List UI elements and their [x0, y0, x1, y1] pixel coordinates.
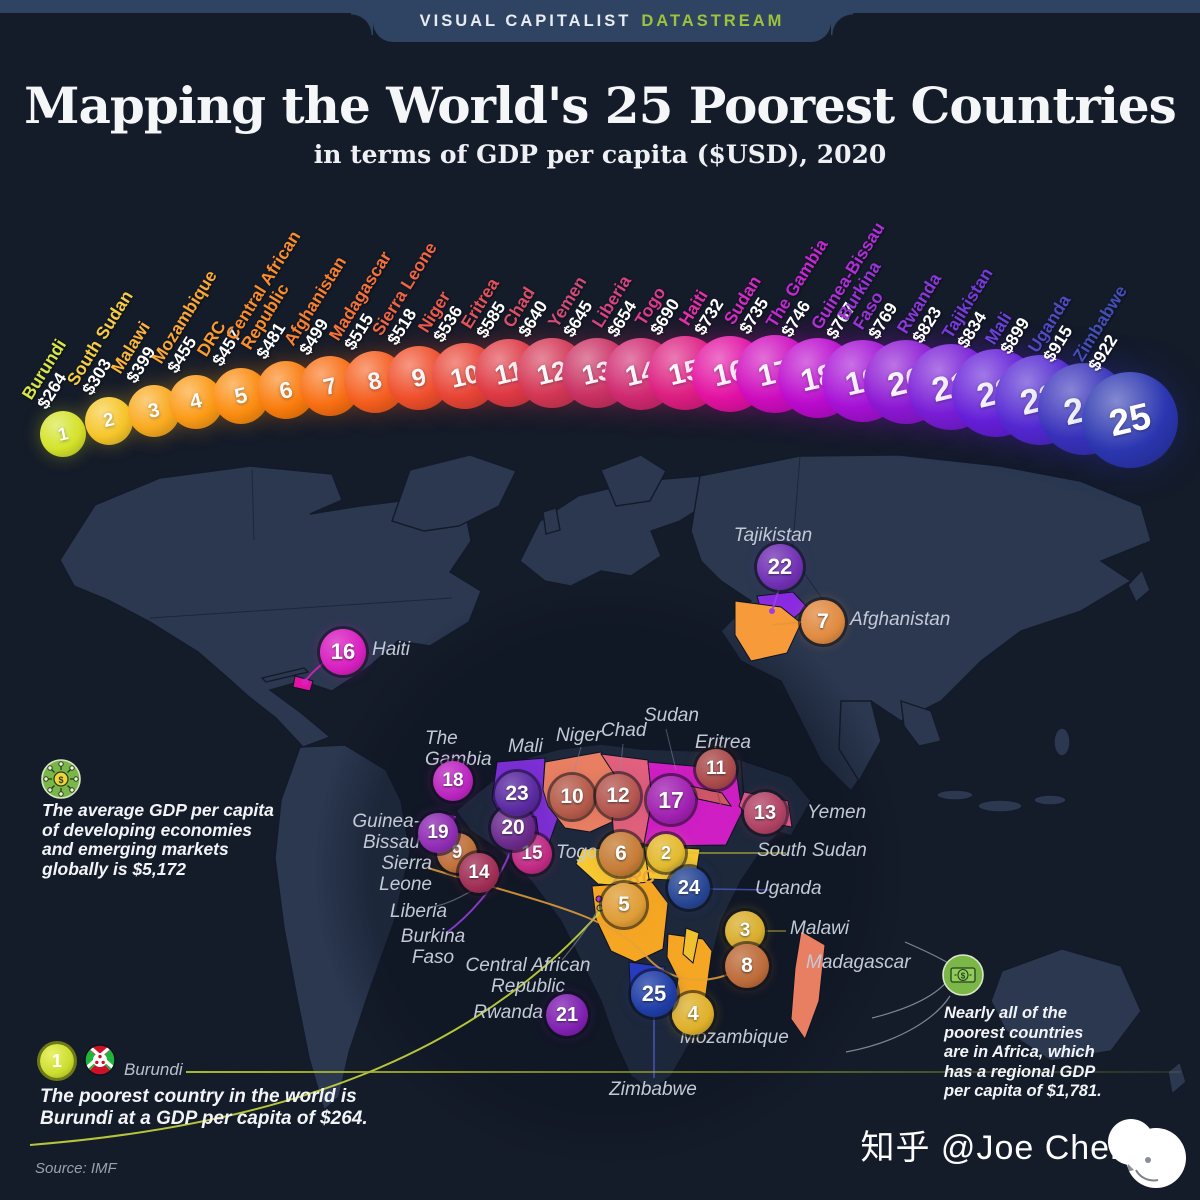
- map-label-central-african-republic: Central African Republic: [465, 955, 591, 997]
- world-map: [29, 454, 1187, 1170]
- map-marker-mozambique: 4: [672, 993, 714, 1035]
- map-label-liberia: Liberia: [390, 901, 448, 922]
- map-marker-chad: 12: [596, 774, 640, 818]
- callout-right-line3: are in Africa, which: [944, 1043, 1095, 1061]
- callout-burundi-line1: The poorest country in the world is: [40, 1086, 357, 1107]
- rank-1-number: 1: [51, 1050, 62, 1071]
- source-note: Source: IMF: [35, 1160, 117, 1177]
- callout-left-line3: and emerging markets: [42, 839, 229, 859]
- map-label-chad: Chad: [601, 720, 647, 741]
- tab-wing-left: [351, 13, 373, 35]
- map-marker-zimbabwe: 25: [631, 971, 677, 1017]
- map-marker-sudan: 17: [647, 776, 695, 824]
- callout-right-line4: has a regional GDP: [944, 1062, 1096, 1081]
- callout-poorest-country: The poorest country in the world is Buru…: [40, 1086, 368, 1130]
- rank-bubble-25: 25: [1082, 372, 1178, 468]
- map-label-uganda: Uganda: [755, 878, 822, 899]
- island-indonesia-3: [1033, 794, 1067, 806]
- country-shape-eritrea: [688, 785, 733, 807]
- page-title: Mapping the World's 25 Poorest Countries: [24, 76, 1177, 135]
- map-marker-niger: 10: [550, 775, 594, 819]
- map-marker-eritrea: 11: [696, 749, 736, 789]
- region-scandinavia: [600, 454, 667, 507]
- brand-tab: VISUAL CAPITALIST DATASTREAM: [373, 0, 831, 42]
- island-new-zealand: [1167, 1060, 1187, 1096]
- map-label-yemen: Yemen: [807, 802, 867, 823]
- island-japan: [1127, 568, 1151, 604]
- callout-burundi-line2: Burundi at a GDP per capita of $264.: [40, 1108, 368, 1129]
- map-marker-drc: 5: [602, 883, 646, 927]
- map-label-haiti: Haiti: [372, 639, 411, 660]
- callout-africa-gdp: Nearly all of the poorest countries are …: [944, 1004, 1102, 1102]
- map-marker-haiti: 16: [320, 629, 366, 675]
- page-subtitle: in terms of GDP per capita ($USD), 2020: [313, 140, 887, 169]
- map-label-togo: Togo: [556, 842, 598, 863]
- island-indonesia-1: [936, 789, 974, 801]
- map-marker-mali: 23: [495, 772, 539, 816]
- map-label-sierra-leone: Sierra Leone: [379, 853, 432, 895]
- map-marker-rwanda: 21: [546, 994, 588, 1036]
- country-shape-afghanistan: [734, 600, 802, 662]
- svg-text:$: $: [961, 972, 966, 981]
- map-marker-yemen: 13: [744, 792, 786, 834]
- island-indonesia-2: [977, 799, 1023, 813]
- map-marker-afghanistan: 7: [801, 600, 845, 644]
- country-shape-madagascar: [790, 930, 826, 1041]
- callout-left-line4: globally is $5,172: [42, 858, 186, 879]
- map-label-malawi: Malawi: [790, 918, 850, 939]
- island-cuba: [260, 667, 310, 683]
- map-marker-madagascar: 8: [725, 944, 769, 988]
- callout-right-line5: per capita of $1,781.: [944, 1082, 1102, 1100]
- island-uk: [542, 507, 561, 535]
- burundi-label: Burundi: [124, 1060, 183, 1079]
- svg-text:$: $: [58, 775, 63, 785]
- burundi-flag-icon: [84, 1044, 116, 1076]
- watermark-logo: [1108, 1119, 1186, 1188]
- callout-right-line1: Nearly all of the: [944, 1004, 1067, 1022]
- map-label-zimbabwe: Zimbabwe: [609, 1079, 697, 1100]
- callout-right-line2: poorest countries: [944, 1023, 1084, 1042]
- banknote-icon: $: [942, 954, 984, 996]
- map-label-mali: Mali: [508, 736, 543, 757]
- map-marker-the-gambia: 18: [433, 761, 473, 801]
- money-network-icon: $: [41, 759, 81, 799]
- continent-north-america: [59, 465, 482, 748]
- brand-visual-capitalist: VISUAL CAPITALIST: [419, 11, 632, 30]
- map-marker-guinea-bissau: 19: [418, 813, 458, 853]
- map-marker-uganda: 24: [668, 867, 710, 909]
- map-marker-liberia: 14: [459, 853, 499, 893]
- brand-datastream: DATASTREAM: [641, 11, 785, 30]
- tab-wing-right: [831, 13, 853, 35]
- map-label-eritrea: Eritrea: [695, 732, 751, 753]
- map-marker-south-sudan: 2: [647, 834, 685, 872]
- map-label-afghanistan: Afghanistan: [850, 609, 951, 630]
- island-philippines: [1053, 727, 1071, 757]
- callout-left-line1: The average GDP per capita: [42, 800, 274, 820]
- map-label-burkina-faso: Burkina Faso: [400, 926, 466, 968]
- region-indochina: [900, 699, 942, 747]
- watermark-text: 知乎 @Joe Chen: [860, 1129, 1130, 1167]
- callout-left-line2: of developing economies: [42, 819, 253, 840]
- map-label-sudan: Sudan: [644, 705, 699, 726]
- map-label-guinea-bissau: Guinea- Bissau: [352, 811, 420, 853]
- map-label-south-sudan: South Sudan: [757, 840, 867, 861]
- map-marker-central-african-republic: 6: [599, 832, 643, 876]
- continent-greenland: [391, 454, 517, 532]
- map-label-mozambique: Mozambique: [680, 1027, 789, 1048]
- map-label-niger: Niger: [556, 725, 602, 746]
- continent-australia: [990, 948, 1142, 1062]
- country-dot-rwanda: [595, 895, 603, 903]
- rank-1-badge: 1: [40, 1044, 74, 1078]
- map-marker-tajikistan: 22: [757, 544, 803, 590]
- country-shape-malawi: [682, 927, 700, 964]
- callout-average-gdp: The average GDP per capita of developing…: [42, 800, 274, 879]
- rank-bubble-1: 1: [40, 411, 86, 457]
- map-label-madagascar: Madagascar: [806, 952, 911, 973]
- burundi-callout-line: [186, 1071, 1181, 1073]
- map-label-rwanda: Rwanda: [473, 1002, 543, 1023]
- map-label-tajikistan: Tajikistan: [733, 525, 813, 546]
- rank-bubble-2: 2: [85, 397, 133, 445]
